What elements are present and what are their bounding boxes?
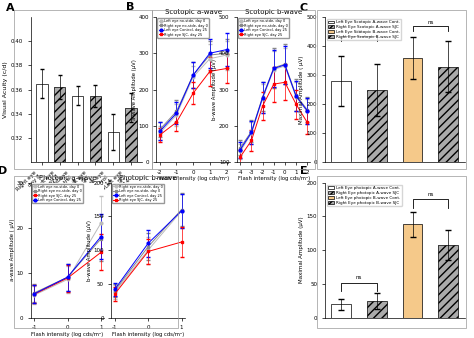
X-axis label: Flash intensity (log cds/m²): Flash intensity (log cds/m²) (157, 176, 229, 181)
Text: C: C (300, 3, 308, 13)
X-axis label: Flash intensity (log cds/m²): Flash intensity (log cds/m²) (31, 332, 104, 337)
Y-axis label: a-wave Amplitude (μV): a-wave Amplitude (μV) (132, 59, 137, 120)
Y-axis label: b-wave Amplitude (μV): b-wave Amplitude (μV) (87, 220, 92, 281)
Bar (402, 224, 422, 318)
Y-axis label: Visual Acuity (c/d): Visual Acuity (c/d) (3, 61, 8, 118)
X-axis label: Flash intensity (log cds/m²): Flash intensity (log cds/m²) (112, 332, 184, 337)
Legend: Left eye no-stde, day 0, Right eye no-stde, day 0, Left eye Control, day 25, Rig: Left eye no-stde, day 0, Right eye no-st… (238, 18, 289, 38)
Bar (108, 132, 119, 338)
Bar (402, 57, 422, 162)
Text: ns: ns (427, 192, 434, 197)
Legend: Right eye no-stde, day 0, Left eye no-stde, day 0, Left eye Control, day 25, Rig: Right eye no-stde, day 0, Left eye no-st… (112, 184, 164, 203)
Y-axis label: b-wave Amplitude (μV): b-wave Amplitude (μV) (212, 59, 218, 120)
Text: A: A (6, 3, 15, 13)
Legend: Left Eye photopic A-wave Cont., Right Eye photopic A-wave SJC, Left Eye photopic: Left Eye photopic A-wave Cont., Right Ey… (327, 185, 402, 206)
Text: B: B (126, 2, 134, 11)
Bar (331, 81, 351, 162)
Legend: Left Eye Scotopic A-wave Cont., Right Eye Scotopic A-wave SJC, Left Eye Scotopic: Left Eye Scotopic A-wave Cont., Right Ey… (327, 19, 401, 41)
Bar (36, 83, 47, 338)
Title: Photopic a-wave: Photopic a-wave (39, 175, 96, 181)
Legend: Left eye no-stde, day 0, Right eye no-stde, day 0, Right eye SJC, day 25, Left e: Left eye no-stde, day 0, Right eye no-st… (32, 184, 83, 203)
Bar (126, 108, 137, 338)
Y-axis label: Maximal Amplitude (μV): Maximal Amplitude (μV) (299, 217, 304, 284)
Bar (54, 87, 65, 338)
Bar (438, 245, 458, 318)
Text: D: D (0, 166, 7, 176)
Title: Photopic b-wave: Photopic b-wave (119, 175, 177, 181)
Y-axis label: a-wave Amplitude ( μV): a-wave Amplitude ( μV) (10, 219, 15, 281)
Text: ns: ns (356, 29, 362, 34)
Text: ns: ns (356, 275, 362, 280)
Bar (72, 96, 83, 338)
Bar (90, 96, 101, 338)
Title: Scotopic b-wave: Scotopic b-wave (245, 9, 302, 15)
Title: Scotopic a-wave: Scotopic a-wave (164, 9, 222, 15)
Text: E: E (300, 166, 307, 176)
Text: ns: ns (427, 20, 434, 25)
Bar (367, 90, 387, 162)
Y-axis label: Maximal Amplitude ( μV): Maximal Amplitude ( μV) (299, 55, 304, 124)
Bar (331, 304, 351, 318)
X-axis label: Flash intensity (log cds/m²): Flash intensity (log cds/m²) (237, 176, 310, 181)
Legend: Left eye no-stde, day 0, Right eye no-stde, day 0, Left eye Control, day 25, Rig: Left eye no-stde, day 0, Right eye no-st… (157, 18, 209, 38)
Bar (438, 67, 458, 162)
Bar (367, 301, 387, 318)
